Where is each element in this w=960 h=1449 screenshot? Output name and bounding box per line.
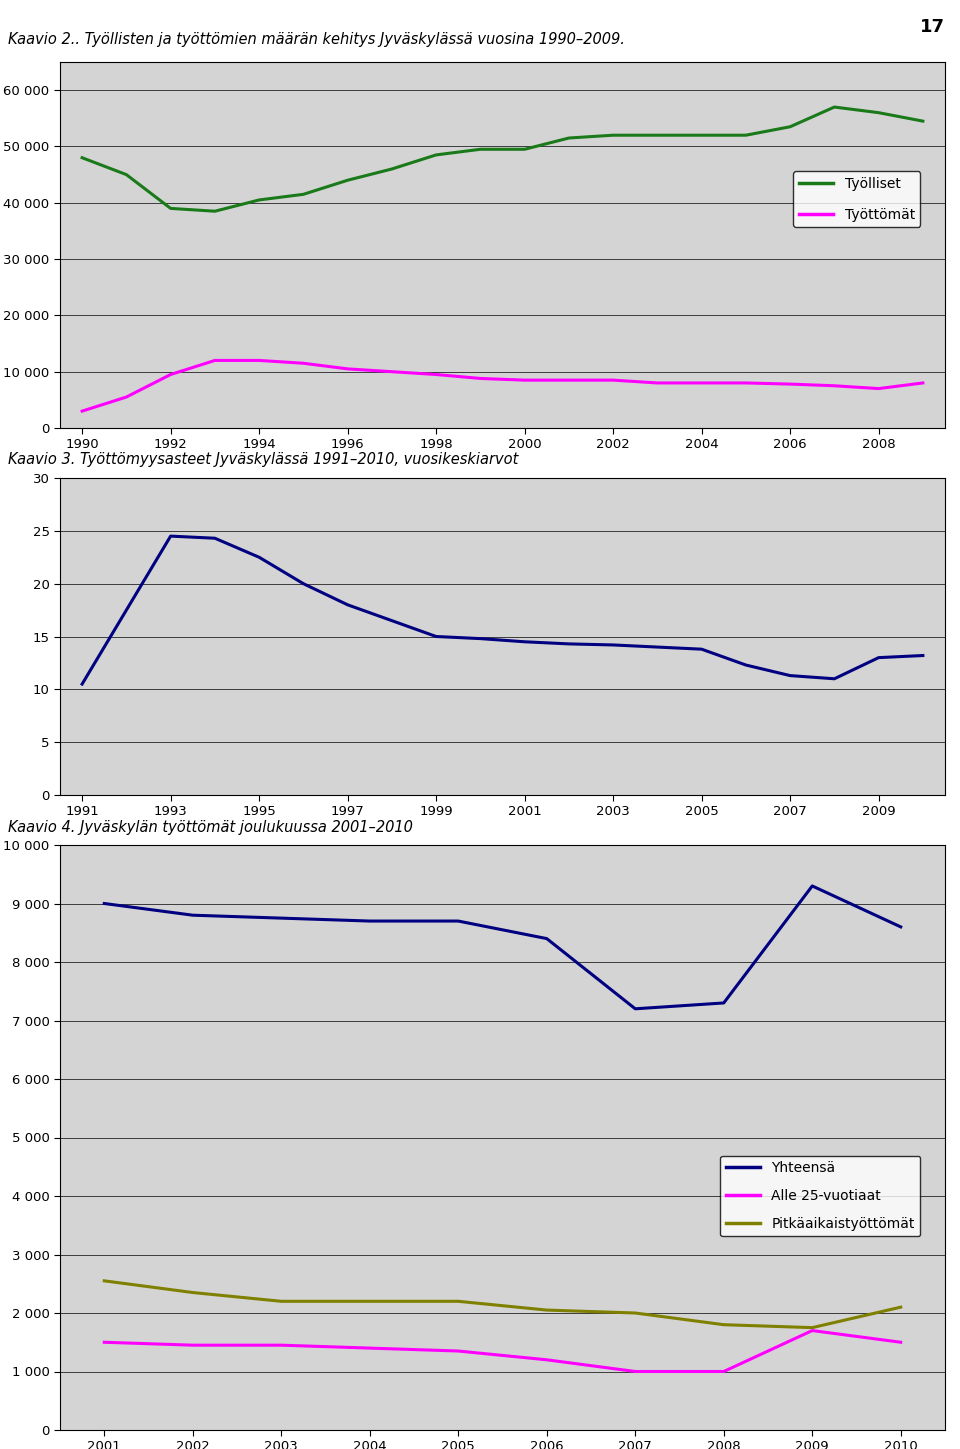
Legend: Yhteensä, Alle 25-vuotiaat, Pitkäaikaistyöttömät: Yhteensä, Alle 25-vuotiaat, Pitkäaikaist… xyxy=(720,1155,921,1236)
Text: Kaavio 2.. Työllisten ja työttömien määrän kehitys Jyväskylässä vuosina 1990–200: Kaavio 2.. Työllisten ja työttömien määr… xyxy=(8,32,625,46)
Text: 17: 17 xyxy=(920,17,945,36)
Legend: Työlliset, Työttömät: Työlliset, Työttömät xyxy=(793,171,921,227)
Text: Kaavio 4. Jyväskylän työttömät joulukuussa 2001–2010: Kaavio 4. Jyväskylän työttömät joulukuus… xyxy=(8,820,413,835)
Text: Kaavio 3. Työttömyysasteet Jyväskylässä 1991–2010, vuosikeskiarvot: Kaavio 3. Työttömyysasteet Jyväskylässä … xyxy=(8,452,518,467)
